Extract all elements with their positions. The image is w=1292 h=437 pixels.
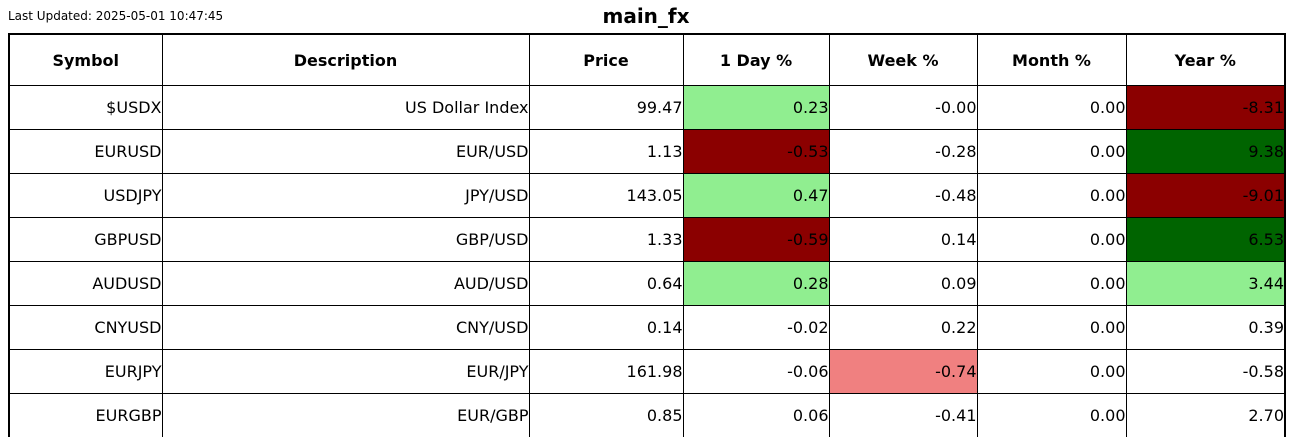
- cell-week-pct: -0.41: [828, 393, 978, 437]
- cell-price: 99.47: [528, 85, 684, 130]
- cell-description: EUR/JPY: [161, 349, 530, 394]
- cell-symbol: EURGBP: [8, 393, 163, 437]
- cell-symbol: EURJPY: [8, 349, 163, 394]
- cell-description: US Dollar Index: [161, 85, 530, 130]
- table-header-row: Symbol Description Price 1 Day % Week % …: [8, 33, 1286, 86]
- cell-symbol: AUDUSD: [8, 261, 163, 306]
- cell-month-pct: 0.00: [976, 173, 1127, 218]
- cell-price: 143.05: [528, 173, 684, 218]
- cell-description: EUR/GBP: [161, 393, 530, 437]
- fx-quotes-table: Symbol Description Price 1 Day % Week % …: [8, 33, 1286, 437]
- cell-symbol: CNYUSD: [8, 305, 163, 350]
- cell-description: EUR/USD: [161, 129, 530, 174]
- col-header-month-pct: Month %: [976, 33, 1127, 86]
- page-title: main_fx: [602, 4, 690, 28]
- cell-price: 0.85: [528, 393, 684, 437]
- table-row-eurjpy: EURJPY EUR/JPY 161.98 -0.06 -0.74 0.00 -…: [8, 349, 1286, 394]
- col-header-symbol: Symbol: [8, 33, 163, 86]
- cell-month-pct: 0.00: [976, 85, 1127, 130]
- top-bar: Last Updated: 2025-05-01 10:47:45 main_f…: [0, 0, 1292, 33]
- table-row-eurgbp: EURGBP EUR/GBP 0.85 0.06 -0.41 0.00 2.70: [8, 393, 1286, 437]
- cell-week-pct: -0.48: [828, 173, 978, 218]
- col-header-year-pct: Year %: [1125, 33, 1286, 86]
- table-row-usdjpy: USDJPY JPY/USD 143.05 0.47 -0.48 0.00 -9…: [8, 173, 1286, 218]
- cell-year-pct: -8.31: [1125, 85, 1286, 130]
- table-row-gbpusd: GBPUSD GBP/USD 1.33 -0.59 0.14 0.00 6.53: [8, 217, 1286, 262]
- cell-price: 161.98: [528, 349, 684, 394]
- cell-year-pct: 2.70: [1125, 393, 1286, 437]
- cell-1day-pct: -0.06: [682, 349, 830, 394]
- cell-month-pct: 0.00: [976, 217, 1127, 262]
- cell-week-pct: 0.09: [828, 261, 978, 306]
- cell-1day-pct: 0.06: [682, 393, 830, 437]
- cell-description: GBP/USD: [161, 217, 530, 262]
- cell-price: 0.64: [528, 261, 684, 306]
- cell-month-pct: 0.00: [976, 129, 1127, 174]
- cell-1day-pct: 0.23: [682, 85, 830, 130]
- cell-symbol: USDJPY: [8, 173, 163, 218]
- col-header-1day-pct: 1 Day %: [682, 33, 830, 86]
- cell-year-pct: -0.58: [1125, 349, 1286, 394]
- cell-month-pct: 0.00: [976, 261, 1127, 306]
- cell-symbol: EURUSD: [8, 129, 163, 174]
- cell-1day-pct: -0.59: [682, 217, 830, 262]
- table-row-cnyusd: CNYUSD CNY/USD 0.14 -0.02 0.22 0.00 0.39: [8, 305, 1286, 350]
- cell-description: AUD/USD: [161, 261, 530, 306]
- cell-1day-pct: 0.47: [682, 173, 830, 218]
- cell-price: 1.33: [528, 217, 684, 262]
- cell-symbol: $USDX: [8, 85, 163, 130]
- cell-symbol: GBPUSD: [8, 217, 163, 262]
- col-header-price: Price: [528, 33, 684, 86]
- cell-year-pct: 0.39: [1125, 305, 1286, 350]
- cell-month-pct: 0.00: [976, 349, 1127, 394]
- cell-year-pct: 9.38: [1125, 129, 1286, 174]
- cell-week-pct: -0.28: [828, 129, 978, 174]
- last-updated-timestamp: Last Updated: 2025-05-01 10:47:45: [8, 9, 224, 23]
- cell-1day-pct: -0.53: [682, 129, 830, 174]
- table-row-audusd: AUDUSD AUD/USD 0.64 0.28 0.09 0.00 3.44: [8, 261, 1286, 306]
- col-header-week-pct: Week %: [828, 33, 978, 86]
- cell-week-pct: 0.22: [828, 305, 978, 350]
- col-header-description: Description: [161, 33, 530, 86]
- cell-week-pct: -0.00: [828, 85, 978, 130]
- cell-month-pct: 0.00: [976, 305, 1127, 350]
- table-row-usdx: $USDX US Dollar Index 99.47 0.23 -0.00 0…: [8, 85, 1286, 130]
- cell-1day-pct: -0.02: [682, 305, 830, 350]
- cell-year-pct: 6.53: [1125, 217, 1286, 262]
- cell-description: JPY/USD: [161, 173, 530, 218]
- cell-price: 1.13: [528, 129, 684, 174]
- cell-year-pct: -9.01: [1125, 173, 1286, 218]
- cell-year-pct: 3.44: [1125, 261, 1286, 306]
- cell-description: CNY/USD: [161, 305, 530, 350]
- cell-1day-pct: 0.28: [682, 261, 830, 306]
- cell-week-pct: 0.14: [828, 217, 978, 262]
- cell-month-pct: 0.00: [976, 393, 1127, 437]
- table-row-eurusd: EURUSD EUR/USD 1.13 -0.53 -0.28 0.00 9.3…: [8, 129, 1286, 174]
- cell-price: 0.14: [528, 305, 684, 350]
- cell-week-pct: -0.74: [828, 349, 978, 394]
